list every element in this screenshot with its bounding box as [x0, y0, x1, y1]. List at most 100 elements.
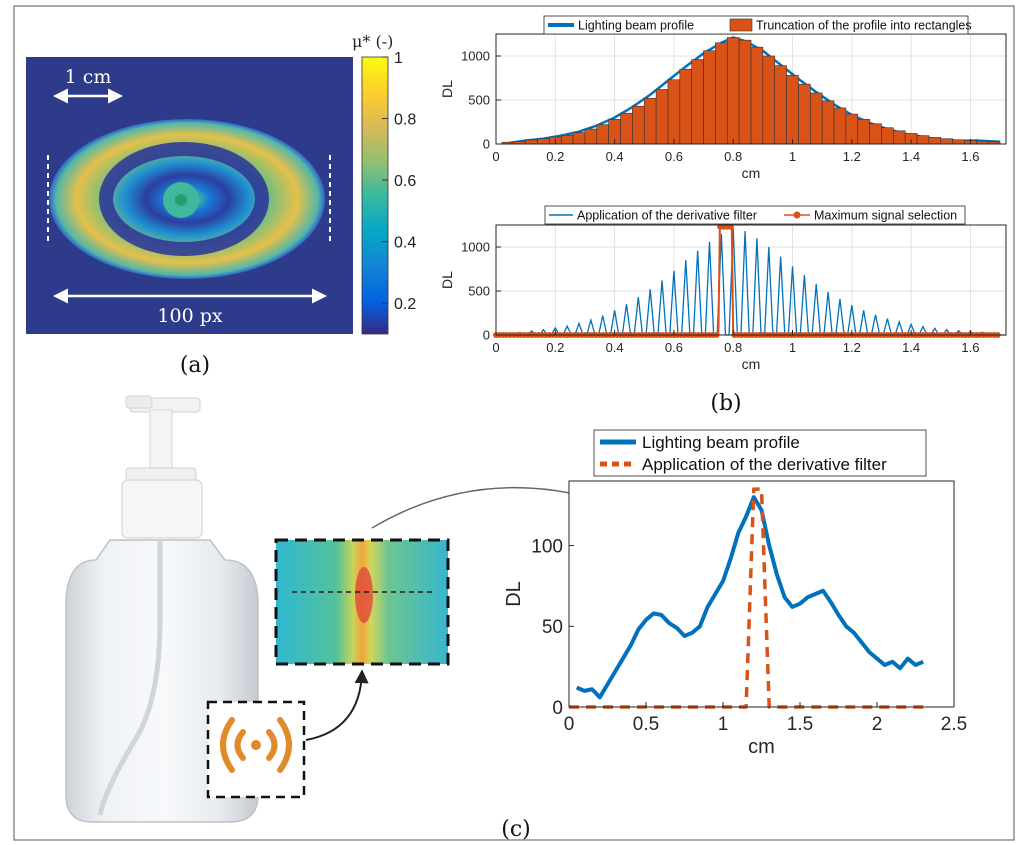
thermal-image-frame — [274, 538, 450, 666]
x-axis-label: cm — [742, 165, 761, 181]
chart-derivative-filter: 0 0.2 0.4 0.6 0.8 1 1.2 1.4 1.6 0 500 1000 cm DL Appli… — [439, 205, 1007, 372]
x-tick-label: 1.2 — [843, 340, 861, 355]
bar — [560, 134, 574, 145]
plot-area — [496, 225, 1006, 335]
legend-item: Application of the derivative filter — [549, 209, 757, 223]
legend-item: Maximum signal selection — [784, 209, 957, 223]
legend-box — [593, 429, 927, 477]
panel-b-label: (b) — [710, 391, 741, 416]
x-axis-label: cm — [748, 736, 775, 758]
legend: Lighting beam profile Truncation of the p… — [543, 15, 972, 35]
bar — [632, 105, 645, 145]
x-tick-label: 0.8 — [724, 149, 742, 164]
legend-item: Application of the derivative filter — [600, 455, 887, 474]
x-tick-label: 0.8 — [724, 340, 742, 355]
bar — [726, 37, 740, 145]
bar — [940, 138, 953, 145]
bar — [869, 123, 882, 145]
x-tick-label: 1 — [789, 149, 796, 164]
bar — [833, 107, 847, 145]
legend-label: Application of the derivative filter — [577, 209, 757, 223]
panel-c: 0 0.5 1 1.5 2 2.5 0 50 100 cm DL Lighting beam prof… — [65, 395, 967, 842]
y-tick-label: 500 — [468, 284, 490, 299]
pump-stem — [149, 409, 173, 469]
y-tick-label: 50 — [542, 617, 563, 638]
thermal-hotspot — [355, 567, 373, 623]
bar — [738, 39, 752, 145]
chart-beam-profile-rectangles: 0 0.2 0.4 0.6 0.8 1 1.2 1.4 1.6 0 500 1000 cm DL Light… — [439, 15, 1007, 181]
x-tick-label: 0 — [564, 714, 575, 735]
pump-nozzle-tip — [125, 395, 153, 409]
panel-b: 0 0.2 0.4 0.6 0.8 1 1.2 1.4 1.6 0 500 1000 cm DL Light… — [439, 15, 1007, 416]
x-tick-label: 1.6 — [961, 149, 979, 164]
sensor-to-image-arrow — [305, 669, 369, 741]
legend-marker — [793, 211, 801, 219]
legend-label: Maximum signal selection — [814, 209, 957, 223]
bar — [774, 65, 787, 145]
bar — [798, 83, 811, 145]
series-line — [575, 495, 924, 700]
bar — [762, 55, 776, 145]
y-tick-label: 1000 — [461, 49, 490, 64]
colorbar-tick-label: 0.8 — [394, 112, 416, 129]
bar — [916, 135, 930, 145]
bar — [643, 97, 657, 145]
bar — [703, 50, 716, 145]
bar — [786, 75, 799, 145]
y-tick-label: 500 — [468, 93, 490, 108]
colorbar-ticks: 1 0.8 0.6 0.4 0.2 — [382, 50, 416, 313]
y-tick-label: 1000 — [461, 240, 490, 255]
intensity-center-core — [175, 194, 187, 206]
colorbar-tick-label: 0.2 — [394, 296, 416, 313]
colorbar-title: μ* (-) — [352, 32, 393, 51]
panel-c-label: (c) — [501, 817, 531, 842]
y-tick-label: 0 — [483, 137, 490, 152]
bar — [572, 132, 586, 145]
bar — [679, 68, 692, 145]
x-tick-label: 0 — [492, 340, 499, 355]
x-tick-label: 0.2 — [546, 149, 564, 164]
y-axis-label: DL — [439, 80, 455, 98]
bar — [928, 137, 942, 145]
x-tick-label: 0.4 — [606, 340, 624, 355]
wireless-signal-icon — [220, 717, 292, 773]
legend-label: Application of the derivative filter — [642, 455, 887, 474]
bar — [857, 119, 870, 145]
y-tick-label: 0 — [552, 698, 563, 719]
series-lighting-beam-profile — [575, 495, 924, 700]
legend-box — [543, 15, 969, 35]
bar — [810, 92, 823, 145]
bar — [893, 130, 906, 145]
x-tick-label: 0.4 — [606, 149, 624, 164]
x-tick-label: 1.5 — [787, 714, 813, 735]
x-axis-label: cm — [742, 356, 761, 372]
x-tick-label: 0.5 — [633, 714, 659, 735]
legend: Lighting beam profile Application of the … — [593, 429, 927, 477]
x-tick-label: 0.6 — [665, 149, 683, 164]
pump-cap — [121, 479, 203, 539]
bar — [525, 139, 538, 145]
legend-item: Lighting beam profile — [548, 19, 694, 33]
colorbar-tick-label: 0.6 — [394, 173, 416, 190]
bar — [537, 138, 550, 145]
bar — [750, 46, 764, 145]
intensity-ring-dark — [99, 142, 269, 256]
bar — [655, 89, 669, 145]
legend-item: Truncation of the profile into rectangle… — [729, 19, 972, 33]
bar — [620, 112, 633, 145]
x-tick-label: 2 — [872, 714, 883, 735]
axes-frame — [568, 480, 955, 708]
legend-label: Truncation of the profile into rectangle… — [756, 19, 972, 33]
x-tick-label: 1.4 — [902, 149, 920, 164]
y-axis-label: DL — [439, 271, 455, 289]
x-tick-label: 1.2 — [843, 149, 861, 164]
x-tick-label: 1.4 — [902, 340, 920, 355]
x-tick-label: 1 — [789, 340, 796, 355]
x-tick-label: 0.6 — [665, 340, 683, 355]
colorbar — [361, 56, 389, 335]
bar — [821, 100, 835, 145]
colorbar-tick-label: 1 — [394, 50, 403, 67]
x-tick-label: 1.6 — [961, 340, 979, 355]
colorbar-tick-label: 0.4 — [394, 235, 416, 252]
